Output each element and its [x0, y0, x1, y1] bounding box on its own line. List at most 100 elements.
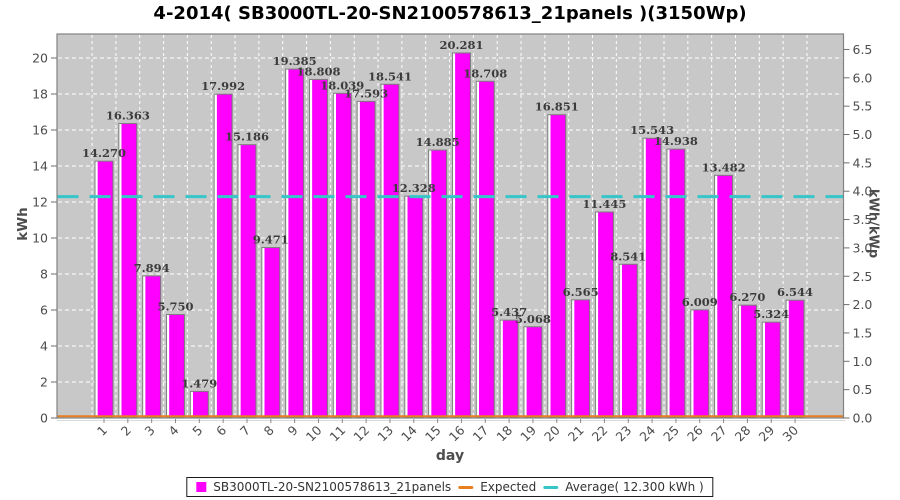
day-tick-label: 12 — [350, 423, 372, 445]
bar-day-17 — [475, 80, 495, 418]
right-tick-label: 1.5 — [853, 325, 873, 340]
day-tick-label: 13 — [374, 423, 396, 445]
average-line-icon — [543, 485, 559, 489]
y-axis-label-left: kWh — [15, 207, 31, 241]
bar-day-21 — [571, 299, 591, 418]
bar-day-28 — [737, 304, 757, 419]
bar-value-label: 8.541 — [610, 249, 646, 263]
bar-value-label: 14.270 — [82, 146, 126, 160]
left-tick-label: 8 — [40, 267, 48, 282]
bar-day-23 — [618, 263, 638, 418]
left-tick-label: 12 — [32, 195, 48, 210]
bar-value-label: 1.479 — [181, 376, 217, 390]
bar-value-label: 9.471 — [253, 233, 289, 247]
day-tick-label: 3 — [142, 423, 158, 439]
day-tick-label: 27 — [708, 423, 730, 445]
right-tick-label: 0.0 — [853, 411, 873, 426]
bar-value-label: 6.544 — [777, 285, 813, 299]
left-tick-label: 14 — [32, 159, 48, 174]
bar-day-5 — [189, 390, 209, 418]
day-tick-label: 29 — [756, 422, 778, 444]
legend: SB3000TL-20-SN2100578613_21panels Expect… — [186, 477, 714, 497]
legend-average-label: Average( 12.300 kWh ) — [565, 480, 704, 494]
day-tick-label: 2 — [118, 423, 134, 439]
day-tick-label: 30 — [779, 422, 801, 444]
right-tick-label: 4.5 — [853, 155, 873, 170]
bar-value-label: 20.281 — [439, 38, 483, 52]
day-tick-label: 20 — [541, 422, 563, 444]
chart-title: 4-2014( SB3000TL-20-SN2100578613_21panel… — [153, 3, 747, 24]
day-tick-label: 28 — [732, 422, 754, 444]
bar-value-label: 5.437 — [491, 305, 527, 319]
day-tick-label: 17 — [470, 423, 492, 445]
bar-value-label: 13.482 — [702, 160, 746, 174]
y-axis-label-right: kWh/kWp — [865, 188, 881, 259]
bar-day-7 — [237, 144, 257, 418]
bar-day-12 — [356, 100, 376, 419]
x-axis-label: day — [435, 448, 465, 464]
bar-value-label: 12.328 — [392, 181, 436, 195]
day-tick-label: 6 — [213, 422, 229, 438]
day-tick-label: 8 — [261, 422, 277, 438]
bar-day-10 — [308, 78, 328, 419]
day-tick-label: 11 — [327, 423, 349, 445]
legend-expected-label: Expected — [480, 480, 537, 494]
legend-series-label: SB3000TL-20-SN2100578613_21panels — [213, 480, 452, 494]
plot-background — [57, 34, 844, 418]
right-tick-label: 0.5 — [853, 382, 873, 397]
bar-value-label: 18.708 — [463, 66, 507, 80]
bar-day-4 — [165, 314, 185, 418]
bar-day-11 — [332, 92, 352, 418]
left-tick-label: 4 — [40, 339, 48, 354]
day-tick-label: 21 — [565, 423, 587, 445]
bar-day-14 — [404, 195, 424, 418]
right-tick-label: 1.0 — [853, 354, 873, 369]
right-tick-label: 2.0 — [853, 297, 873, 312]
day-tick-label: 23 — [613, 423, 635, 445]
bar-value-label: 14.885 — [416, 135, 460, 149]
bar-day-22 — [594, 211, 614, 418]
day-tick-label: 5 — [189, 423, 205, 439]
right-tick-label: 6.5 — [853, 42, 873, 57]
bar-value-label: 5.068 — [515, 312, 551, 326]
bar-day-8 — [261, 247, 281, 418]
left-tick-label: 10 — [32, 231, 48, 246]
bar-day-13 — [380, 83, 400, 419]
bar-value-label: 16.363 — [106, 108, 150, 122]
day-tick-label: 15 — [422, 423, 444, 445]
day-tick-label: 14 — [398, 422, 420, 444]
left-tick-label: 6 — [40, 303, 48, 318]
left-tick-label: 16 — [32, 123, 48, 138]
day-tick-label: 18 — [493, 422, 515, 444]
right-tick-label: 6.0 — [853, 70, 873, 85]
day-tick-label: 16 — [446, 422, 468, 444]
day-tick-label: 24 — [636, 422, 658, 444]
bar-value-label: 5.750 — [157, 300, 193, 314]
left-tick-label: 0 — [40, 411, 48, 426]
right-tick-label: 3.0 — [853, 240, 873, 255]
bar-day-3 — [142, 275, 162, 418]
bar-value-label: 6.565 — [563, 285, 599, 299]
bar-day-26 — [690, 309, 710, 419]
right-tick-label: 5.0 — [853, 127, 873, 142]
bar-day-19 — [523, 326, 543, 418]
bar-value-label: 15.543 — [630, 123, 674, 137]
day-tick-label: 7 — [237, 423, 253, 439]
bar-day-18 — [499, 319, 519, 418]
series-swatch-icon — [196, 482, 207, 492]
right-tick-label: 5.5 — [853, 99, 873, 114]
left-tick-label: 2 — [40, 375, 48, 390]
bar-value-label: 5.324 — [753, 307, 789, 321]
bar-day-29 — [761, 321, 781, 418]
right-tick-label: 4.0 — [853, 184, 873, 199]
day-tick-label: 22 — [589, 423, 611, 445]
right-tick-label: 3.5 — [853, 212, 873, 227]
plot-area: 024681012141618200.00.51.01.52.02.53.03.… — [32, 33, 873, 445]
bar-value-label: 6.270 — [729, 290, 765, 304]
bar-value-label: 18.808 — [296, 64, 340, 78]
bar-value-label: 11.445 — [582, 197, 626, 211]
bar-value-label: 17.593 — [344, 86, 388, 100]
left-tick-label: 18 — [32, 87, 48, 102]
day-tick-label: 26 — [684, 422, 706, 444]
